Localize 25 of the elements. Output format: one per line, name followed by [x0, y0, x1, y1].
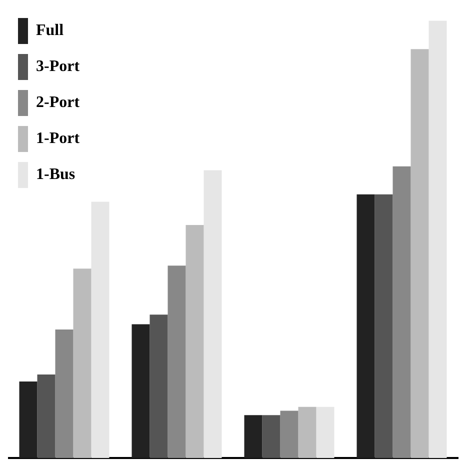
bar	[37, 374, 56, 458]
legend-label: 1-Bus	[36, 166, 76, 184]
bar	[168, 266, 186, 458]
bar	[356, 194, 375, 458]
bar	[410, 49, 429, 458]
bar	[428, 20, 447, 458]
bar	[55, 329, 74, 458]
bar	[244, 415, 262, 458]
bar	[316, 406, 334, 458]
bar	[298, 406, 316, 458]
bar	[262, 415, 280, 458]
bar	[91, 202, 110, 458]
legend-label: 2-Port	[36, 94, 80, 112]
bar	[204, 170, 222, 458]
bar	[392, 166, 411, 458]
bar	[150, 314, 168, 458]
bar	[132, 324, 150, 458]
legend-label: 3-Port	[36, 58, 80, 76]
legend-label: Full	[36, 22, 64, 40]
bar	[19, 381, 38, 458]
bar	[280, 410, 298, 458]
bar	[374, 194, 393, 458]
legend-label: 1-Port	[36, 130, 80, 148]
bar	[186, 224, 204, 458]
bar	[73, 268, 92, 458]
